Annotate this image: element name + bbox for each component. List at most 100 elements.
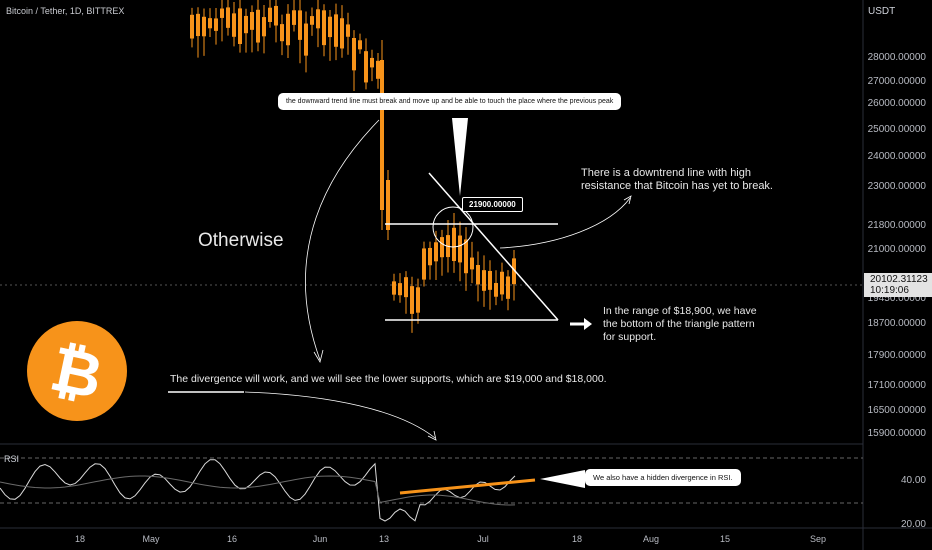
candle [428,247,432,266]
candle [440,237,444,258]
rsi-callout: We also have a hidden divergence in RSI. [585,469,741,486]
price-label: 17100.00000 [867,380,926,391]
candle [196,13,200,37]
candle [482,270,486,291]
candle [190,14,194,39]
time-label: Aug [642,534,660,544]
candle [500,271,504,295]
price-label: 17900.00000 [867,350,926,361]
candle [452,227,456,262]
candle [358,40,362,50]
candle [286,13,290,46]
candle [410,286,414,314]
arrowhead-icon [313,349,324,364]
right-arrow-icon [570,318,592,330]
time-label: 15 [719,534,731,544]
candle [340,18,344,49]
rsi-divergence-line [399,478,536,495]
price-label: 15900.00000 [867,428,926,439]
bitcoin-logo-icon: ₿ [27,321,127,421]
rsi-ma-line [0,475,516,506]
candle [280,24,284,42]
price-label: 24000.00000 [867,151,926,162]
candle [316,9,320,29]
downtrend-note: There is a downtrend line with high resi… [581,167,773,192]
current-price: 20102.31123 [870,274,928,285]
current-price-tag: 20102.31123 10:19:06 [864,273,932,297]
downtrend-line [428,172,559,321]
time-label: 18 [74,534,86,544]
callout-pointer [452,118,468,196]
time-label: 18 [571,534,583,544]
candle [208,18,212,29]
candle [244,15,248,34]
candle [250,12,254,30]
candle [434,242,438,262]
price-label: 25000.00000 [867,124,926,135]
candle [322,10,326,46]
candle [370,57,374,68]
arrowhead-icon [427,430,437,441]
candle [506,276,510,299]
candle [404,277,408,298]
downtrend-curve-arrow [499,197,631,249]
candle [334,14,338,47]
candle [268,7,272,22]
time-label: May [142,534,160,544]
candle [392,281,396,295]
candle [494,283,498,297]
price-label: 26000.00000 [867,98,926,109]
rsi-callout-pointer [540,470,585,488]
candle [422,248,426,280]
candle [488,270,492,290]
price-label: 21000.00000 [867,244,926,255]
candle [256,9,260,43]
time-label: Sep [809,534,827,544]
price-label: 18700.00000 [867,318,926,329]
price-candles [190,0,516,333]
candle [416,287,420,313]
candle [292,10,296,25]
arrowhead-icon [623,195,632,205]
candle [226,7,230,28]
rsi-label[interactable]: RSI [4,454,20,464]
level-tag: 21900.00000 [462,197,523,212]
time-label: Jul [477,534,489,544]
candle [220,8,224,18]
candle [512,258,516,285]
rsi-label-20: 20.00 [900,519,926,530]
candle [214,18,218,31]
countdown-timer: 10:19:06 [870,285,909,296]
candle [398,283,402,296]
currency-label: USDT [868,6,896,17]
divergence-curve-arrow [244,391,436,439]
price-label: 21800.00000 [867,220,926,231]
candle [476,264,480,285]
candle [376,60,380,79]
candle [380,60,384,210]
candle [202,16,206,37]
price-label: 28000.00000 [867,52,926,63]
time-label: 13 [378,534,390,544]
candle [328,16,332,38]
peak-circle [432,206,474,248]
support-note: In the range of $18,900, we have the bot… [603,305,757,343]
candle [238,8,242,45]
price-label: 23000.00000 [867,181,926,192]
candle [274,5,278,26]
top-callout: the downward trend line must break and m… [278,93,622,110]
candle [386,180,390,230]
candle [310,16,314,25]
otherwise-curve-arrow [305,119,380,361]
price-label: 16500.00000 [867,405,926,416]
candle [458,235,462,263]
candle [464,239,468,274]
time-label: 16 [226,534,238,544]
symbol-title[interactable]: Bitcoin / Tether, 1D, BITTREX [6,6,125,16]
candle [298,10,302,40]
price-label: 27000.00000 [867,76,926,87]
time-label: Jun [312,534,328,544]
candle [304,23,308,56]
candle [232,13,236,37]
